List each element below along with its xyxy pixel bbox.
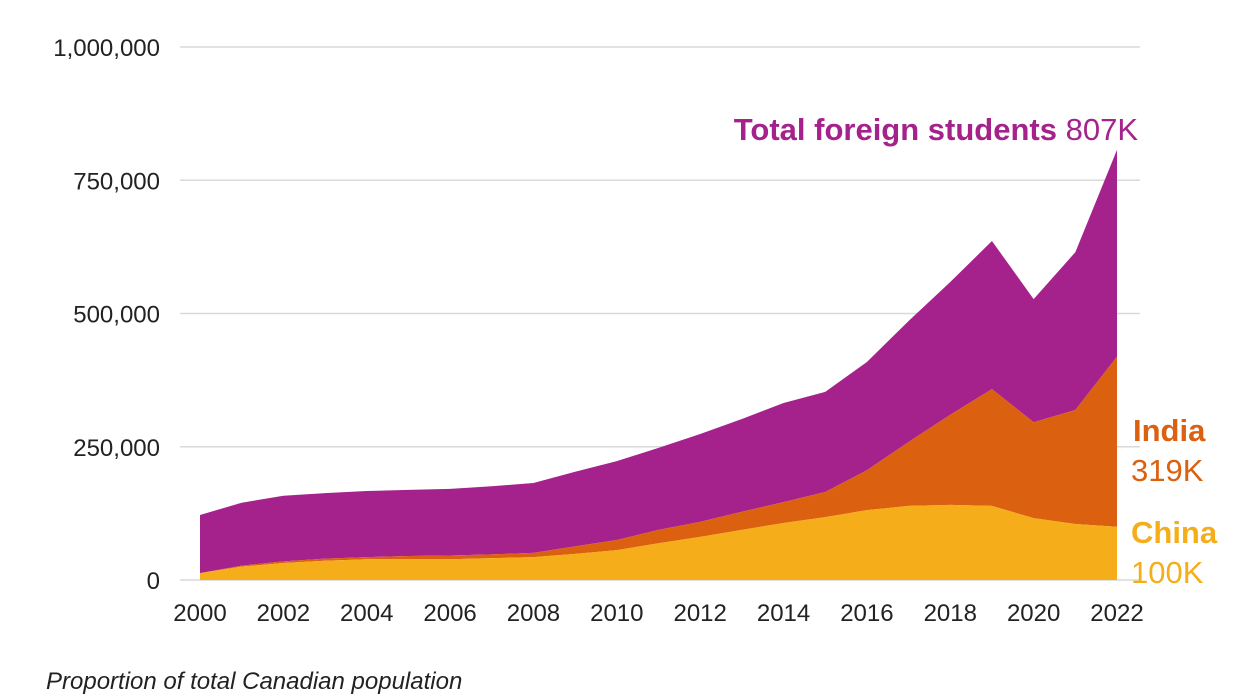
- area-total-other: [200, 149, 1117, 574]
- x-tick-label: 2022: [1090, 600, 1143, 627]
- x-tick-label: 2008: [507, 600, 560, 627]
- x-tick-label: 2018: [924, 600, 977, 627]
- x-tick-label: 2006: [423, 600, 476, 627]
- x-tick-label: 2020: [1007, 600, 1060, 627]
- x-tick-label: 2014: [757, 600, 810, 627]
- y-tick-label: 1,000,000: [53, 35, 160, 62]
- x-tick-label: 2000: [173, 600, 226, 627]
- total-label: Total foreign students 807K: [734, 112, 1139, 147]
- india-value: 319K: [1131, 453, 1204, 488]
- china-value: 100K: [1131, 555, 1204, 590]
- y-tick-label: 0: [147, 568, 160, 595]
- x-tick-label: 2002: [257, 600, 310, 627]
- footnote: Proportion of total Canadian population: [46, 668, 463, 695]
- y-tick-label: 750,000: [73, 168, 160, 195]
- area-india: [200, 356, 1117, 574]
- x-tick-label: 2016: [840, 600, 893, 627]
- china-label: China: [1131, 515, 1218, 550]
- x-tick-label: 2012: [673, 600, 726, 627]
- y-tick-label: 250,000: [73, 435, 160, 462]
- y-tick-label: 500,000: [73, 302, 160, 329]
- x-tick-label: 2004: [340, 600, 393, 627]
- area-china: [200, 504, 1117, 580]
- x-tick-label: 2010: [590, 600, 643, 627]
- india-label: India: [1133, 413, 1206, 448]
